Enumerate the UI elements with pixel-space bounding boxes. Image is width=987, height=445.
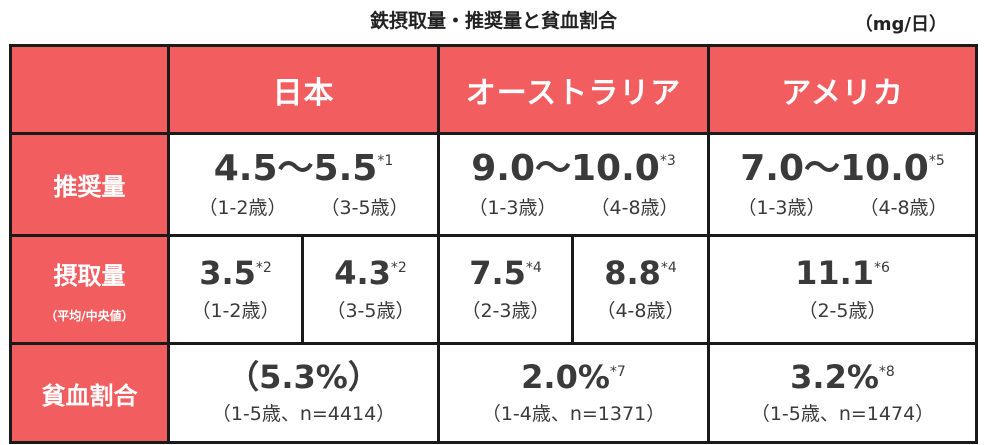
row-label-recommended: 推奨量 — [9, 132, 170, 237]
row-label-intake: 摂取量 （平均/中央値） — [9, 234, 170, 345]
anemia-usa-value: 3.2% — [790, 357, 879, 396]
recommended-australia-age-1: （1-3歳） — [468, 196, 557, 219]
recommended-japan-value: 4.5〜5.5 — [213, 148, 378, 190]
recommended-japan-age-2: （3-5歳） — [320, 196, 409, 219]
intake-japan-2: 4.3*2 （3-5歳） — [301, 234, 440, 345]
intake-japan-2-age: （3-5歳） — [326, 299, 415, 322]
anemia-japan-value: （5.3%） — [227, 357, 380, 396]
intake-japan-1-value: 3.5 — [199, 254, 256, 293]
recommended-usa-note: *5 — [928, 153, 945, 170]
recommended-usa-age-1: （1-3歳） — [737, 196, 826, 219]
intake-australia-2-note: *4 — [660, 260, 677, 277]
header-australia: オーストラリア — [437, 44, 710, 135]
unit-label: （mg/日） — [854, 14, 947, 35]
header-usa: アメリカ — [707, 44, 978, 135]
intake-japan-2-value: 4.3 — [334, 254, 391, 293]
intake-usa: 11.1*6 （2-5歳） — [707, 234, 978, 345]
intake-usa-age: （2-5歳） — [798, 299, 887, 322]
intake-australia-1-age: （2-3歳） — [461, 299, 550, 322]
table-title: 鉄摂取量・推奨量と貧血割合 — [369, 10, 617, 32]
anemia-australia: 2.0%*7 （1-4歳、n=1371） — [437, 342, 710, 444]
recommended-australia-age-2: （4-8歳） — [590, 196, 679, 219]
anemia-australia-value: 2.0% — [521, 357, 610, 396]
row-label-anemia: 貧血割合 — [9, 342, 170, 444]
recommended-japan: 4.5〜5.5*1 （1-2歳） （3-5歳） — [167, 132, 440, 237]
recommended-japan-age-1: （1-2歳） — [198, 196, 287, 219]
intake-usa-value: 11.1 — [795, 254, 875, 293]
intake-australia-1: 7.5*4 （2-3歳） — [437, 234, 574, 345]
anemia-japan: （5.3%） （1-5歳、n=4414） — [167, 342, 440, 444]
intake-australia-2: 8.8*4 （4-8歳） — [571, 234, 710, 345]
header-japan: 日本 — [167, 44, 440, 135]
recommended-australia: 9.0〜10.0*3 （1-3歳） （4-8歳） — [437, 132, 710, 237]
intake-australia-2-value: 8.8 — [604, 254, 661, 293]
anemia-japan-detail: （1-5歳、n=4414） — [211, 403, 396, 426]
intake-australia-2-age: （4-8歳） — [596, 299, 685, 322]
recommended-usa-age-2: （4-8歳） — [859, 196, 948, 219]
anemia-usa-detail: （1-5歳、n=1474） — [750, 403, 935, 426]
intake-japan-2-note: *2 — [390, 260, 407, 277]
anemia-usa: 3.2%*8 （1-5歳、n=1474） — [707, 342, 978, 444]
intake-sublabel: （平均/中央値） — [45, 308, 134, 323]
recommended-australia-note: *3 — [659, 153, 676, 170]
corner-cell — [9, 44, 170, 135]
recommended-australia-value: 9.0〜10.0 — [471, 148, 660, 190]
anemia-australia-detail: （1-4歳、n=1371） — [481, 403, 666, 426]
intake-japan-1-age: （1-2歳） — [191, 299, 280, 322]
anemia-usa-note: *8 — [878, 363, 895, 380]
iron-table: 日本 オーストラリア アメリカ 推奨量 4.5〜5.5*1 （1-2歳） （3-… — [9, 44, 978, 444]
recommended-usa-value: 7.0〜10.0 — [740, 148, 929, 190]
intake-australia-1-note: *4 — [525, 260, 542, 277]
intake-australia-1-value: 7.5 — [469, 254, 526, 293]
intake-japan-1: 3.5*2 （1-2歳） — [167, 234, 304, 345]
recommended-japan-note: *1 — [377, 153, 394, 170]
intake-label: 摂取量 — [53, 261, 126, 290]
anemia-australia-note: *7 — [609, 363, 626, 380]
recommended-usa: 7.0〜10.0*5 （1-3歳） （4-8歳） — [707, 132, 978, 237]
intake-japan-1-note: *2 — [255, 260, 272, 277]
intake-usa-note: *6 — [874, 260, 890, 277]
